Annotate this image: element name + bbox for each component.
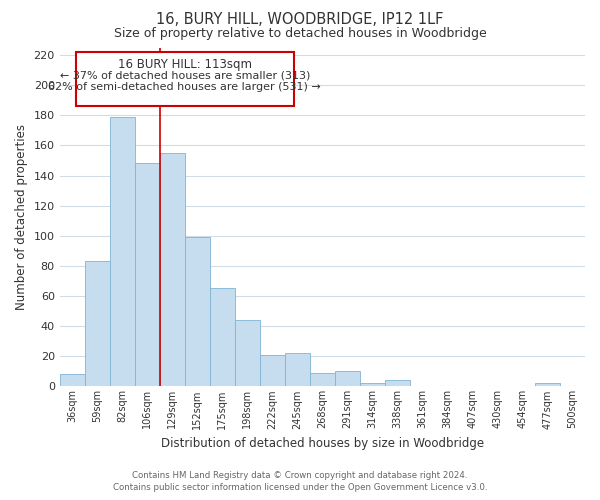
Text: ← 37% of detached houses are smaller (313): ← 37% of detached houses are smaller (31…: [59, 70, 310, 80]
Text: 16 BURY HILL: 113sqm: 16 BURY HILL: 113sqm: [118, 58, 252, 71]
Bar: [160, 153, 185, 386]
Text: 16, BURY HILL, WOODBRIDGE, IP12 1LF: 16, BURY HILL, WOODBRIDGE, IP12 1LF: [157, 12, 443, 28]
Bar: [535, 384, 560, 386]
Bar: [285, 354, 310, 386]
Bar: [235, 320, 260, 386]
Text: Contains HM Land Registry data © Crown copyright and database right 2024.
Contai: Contains HM Land Registry data © Crown c…: [113, 471, 487, 492]
Y-axis label: Number of detached properties: Number of detached properties: [15, 124, 28, 310]
Bar: [385, 380, 410, 386]
Bar: [210, 288, 235, 386]
Bar: [59, 374, 85, 386]
Bar: [85, 262, 110, 386]
Bar: [110, 117, 135, 386]
X-axis label: Distribution of detached houses by size in Woodbridge: Distribution of detached houses by size …: [161, 437, 484, 450]
Polygon shape: [76, 52, 293, 106]
Text: 62% of semi-detached houses are larger (531) →: 62% of semi-detached houses are larger (…: [49, 82, 321, 92]
Bar: [260, 355, 285, 386]
Bar: [360, 384, 385, 386]
Bar: [335, 372, 360, 386]
Bar: [310, 373, 335, 386]
Bar: [135, 164, 160, 386]
Text: Size of property relative to detached houses in Woodbridge: Size of property relative to detached ho…: [113, 28, 487, 40]
Bar: [185, 238, 210, 386]
